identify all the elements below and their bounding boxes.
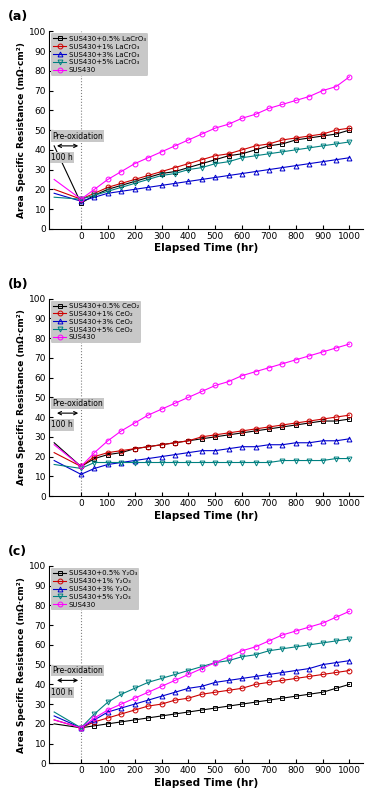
X-axis label: Elapsed Time (hr): Elapsed Time (hr) — [154, 244, 258, 253]
Text: 100 h: 100 h — [52, 153, 73, 162]
Legend: SUS430+0.5% CeO₂, SUS430+1% CeO₂, SUS430+3% CeO₂, SUS430+5% CeO₂, SUS430: SUS430+0.5% CeO₂, SUS430+1% CeO₂, SUS430… — [51, 300, 141, 343]
Text: Pre-oxidation: Pre-oxidation — [52, 132, 103, 141]
Text: Pre-oxidation: Pre-oxidation — [52, 666, 103, 675]
Text: (c): (c) — [8, 545, 27, 558]
Text: 100 h: 100 h — [52, 688, 73, 697]
Text: Pre-oxidation: Pre-oxidation — [52, 399, 103, 407]
X-axis label: Elapsed Time (hr): Elapsed Time (hr) — [154, 778, 258, 788]
Text: (a): (a) — [8, 10, 28, 23]
Legend: SUS430+0.5% LaCrO₃, SUS430+1% LaCrO₃, SUS430+3% LaCrO₃, SUS430+5% LaCrO₃, SUS430: SUS430+0.5% LaCrO₃, SUS430+1% LaCrO₃, SU… — [51, 34, 148, 76]
Legend: SUS430+0.5% Y₂O₃, SUS430+1% Y₂O₃, SUS430+3% Y₂O₃, SUS430+5% Y₂O₃, SUS430: SUS430+0.5% Y₂O₃, SUS430+1% Y₂O₃, SUS430… — [51, 568, 140, 610]
Y-axis label: Area Specific Resistance (mΩ·cm²): Area Specific Resistance (mΩ·cm²) — [17, 42, 26, 218]
Y-axis label: Area Specific Resistance (mΩ·cm²): Area Specific Resistance (mΩ·cm²) — [17, 309, 26, 485]
Text: (b): (b) — [8, 278, 28, 291]
X-axis label: Elapsed Time (hr): Elapsed Time (hr) — [154, 511, 258, 521]
Text: 100 h: 100 h — [52, 420, 73, 430]
Y-axis label: Area Specific Resistance (mΩ·cm²): Area Specific Resistance (mΩ·cm²) — [17, 577, 26, 753]
